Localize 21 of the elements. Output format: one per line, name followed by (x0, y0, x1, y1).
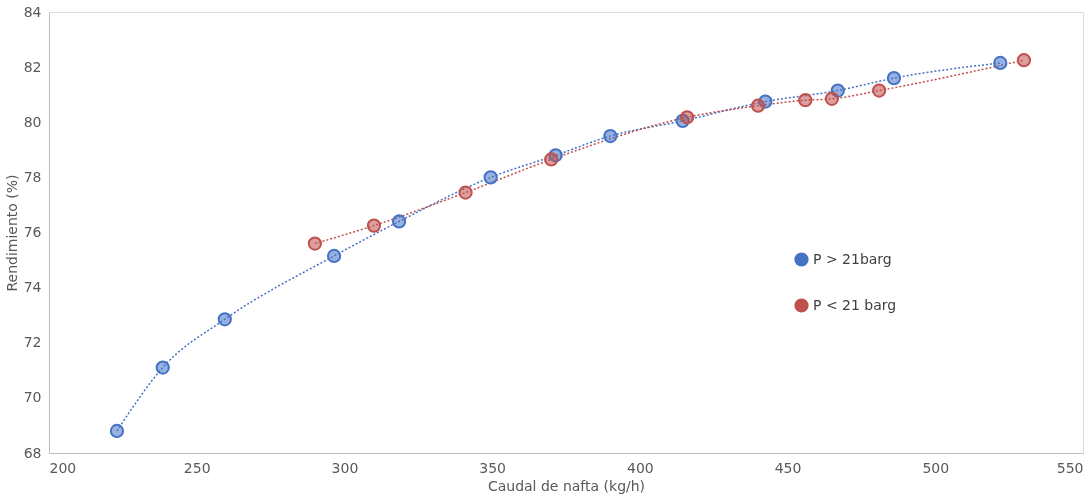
y-tick-label: 70 (23, 389, 42, 406)
x-axis-title: Caudal de nafta (kg/h) (487, 477, 646, 494)
x-tick-label: 500 (922, 459, 950, 476)
y-tick-label: 72 (23, 334, 42, 351)
y-tick-label: 76 (23, 224, 42, 240)
y-tick-label: 80 (23, 113, 42, 130)
legend-label: P < 21 barg (813, 296, 897, 313)
x-tick-label: 200 (49, 459, 77, 476)
y-tick-label: 78 (23, 168, 42, 185)
x-tick-label: 450 (774, 459, 802, 476)
y-tick-label: 74 (23, 279, 42, 296)
y-tick-label: 82 (23, 58, 42, 75)
x-tick-label: 550 (1056, 459, 1084, 476)
legend-label: P > 21barg (813, 250, 892, 267)
y-tick-label: 84 (23, 3, 42, 20)
y-tick-label: 68 (23, 444, 42, 461)
x-tick-label: 350 (479, 459, 507, 476)
x-tick-label: 300 (331, 459, 359, 476)
x-tick-label: 400 (626, 459, 654, 476)
x-tick-label: 250 (183, 459, 211, 476)
y-axis-title: Rendimiento (%) (3, 174, 20, 292)
